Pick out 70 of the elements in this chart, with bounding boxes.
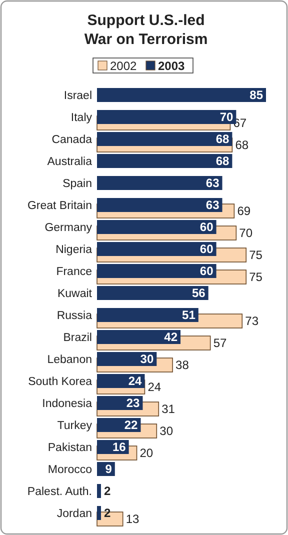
bar (97, 352, 157, 366)
data-label: 75 (249, 248, 263, 262)
data-label: 30 (140, 352, 154, 366)
data-label: 70 (239, 226, 253, 240)
bar (97, 132, 232, 146)
bar (97, 506, 101, 520)
data-label: 73 (245, 314, 259, 328)
data-label: 38 (176, 358, 190, 372)
data-label: 31 (162, 402, 176, 416)
data-label: 75 (249, 270, 263, 284)
data-label: 51 (182, 308, 196, 322)
bar (97, 330, 181, 344)
bar (97, 484, 101, 498)
bar (97, 198, 222, 212)
data-label: 60 (200, 220, 214, 234)
data-label: 60 (200, 264, 214, 278)
data-label: 16 (112, 440, 126, 454)
data-label: 42 (164, 330, 178, 344)
data-label: 22 (124, 418, 138, 432)
y-tick-label: Morocco (48, 464, 92, 476)
y-tick-label: Lebanon (47, 354, 92, 366)
y-tick-label: Turkey (57, 420, 92, 432)
data-label: 85 (250, 88, 264, 102)
data-label: 70 (220, 110, 234, 124)
y-tick-label: Australia (47, 156, 93, 168)
bar (97, 220, 216, 234)
y-tick-label: South Korea (28, 376, 93, 388)
data-label: 68 (216, 154, 230, 168)
data-label: 63 (206, 198, 220, 212)
data-label: 68 (216, 132, 230, 146)
data-label: 24 (148, 380, 162, 394)
y-tick-label: Israel (64, 90, 92, 102)
bar (97, 286, 208, 300)
data-label: 57 (213, 336, 228, 350)
y-tick-label: France (56, 266, 92, 278)
data-label: 2 (104, 484, 111, 498)
bar (97, 308, 198, 322)
data-label: 20 (140, 446, 154, 460)
data-label: 63 (206, 176, 220, 190)
data-label: 69 (237, 204, 251, 218)
legend-label: 2003 (158, 59, 186, 73)
data-label: 9 (105, 462, 112, 476)
data-label: 23 (126, 396, 140, 410)
bar (97, 242, 216, 256)
y-tick-label: Germany (44, 222, 92, 234)
y-tick-label: Brazil (63, 332, 92, 344)
y-tick-label: Palest. Auth. (27, 486, 92, 498)
data-label: 2 (104, 506, 111, 520)
y-tick-label: Jordan (56, 508, 92, 520)
chart-title: Support U.S.-led War on Terrorism (84, 12, 208, 48)
data-label: 24 (128, 374, 142, 388)
y-tick-label: Italy (70, 112, 92, 124)
data-label: 30 (160, 424, 174, 438)
data-label: 13 (126, 512, 140, 526)
y-tick-label: Russia (56, 310, 93, 322)
y-tick-label: Pakistan (48, 442, 92, 454)
data-label: 60 (200, 242, 214, 256)
y-tick-label: Spain (62, 178, 92, 190)
bar (97, 88, 266, 102)
bar (97, 176, 222, 190)
y-tick-label: Canada (52, 134, 93, 146)
y-tick-label: Kuwait (57, 288, 93, 300)
data-label: 56 (192, 286, 206, 300)
y-tick-label: Nigeria (56, 244, 93, 256)
data-label: 68 (235, 138, 249, 152)
bar (97, 154, 232, 168)
y-tick-label: Great Britain (27, 200, 92, 212)
bar (97, 264, 216, 278)
y-tick-label: Indonesia (42, 398, 93, 410)
legend-label: 2002 (110, 59, 138, 73)
